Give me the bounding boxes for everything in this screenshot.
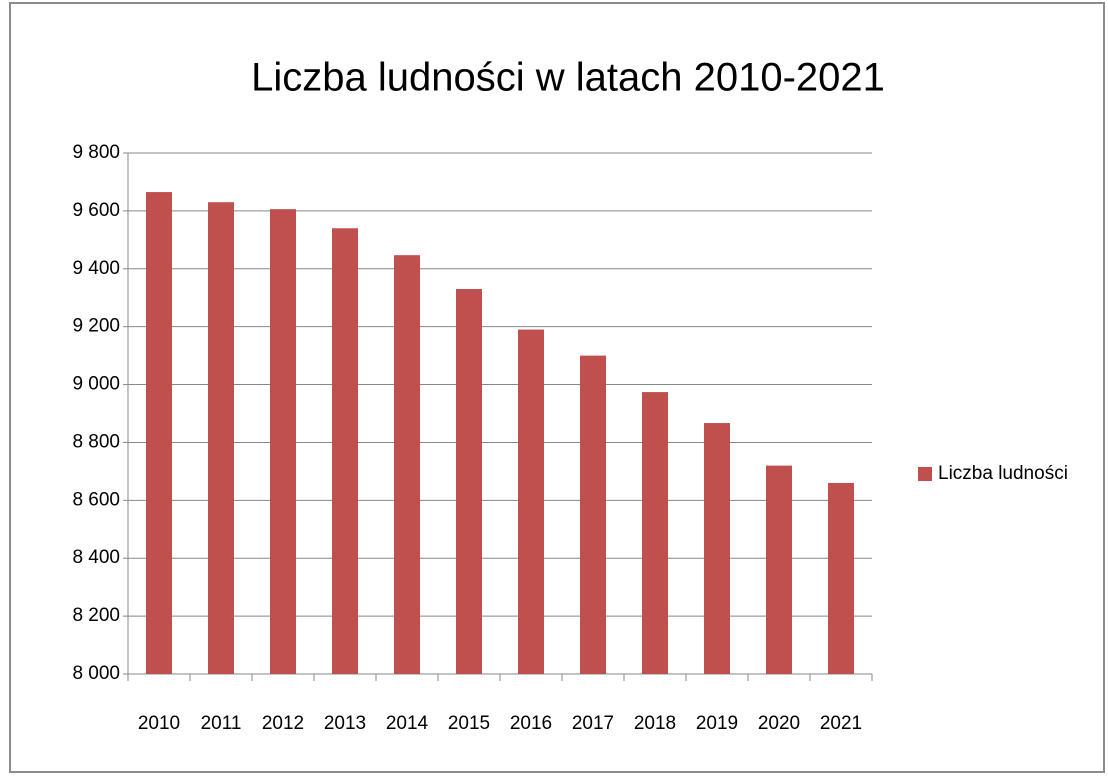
x-tick-label: 2020 bbox=[758, 713, 800, 734]
x-tick-label: 2012 bbox=[262, 713, 304, 734]
bar bbox=[517, 329, 545, 674]
bar bbox=[579, 355, 607, 674]
y-tick-label: 9 800 bbox=[72, 142, 120, 163]
bar bbox=[145, 192, 173, 674]
x-tick-label: 2015 bbox=[448, 713, 490, 734]
legend-label: Liczba ludności bbox=[938, 463, 1068, 484]
x-tick-label: 2021 bbox=[820, 713, 862, 734]
y-tick-label: 8 800 bbox=[72, 431, 120, 452]
x-tick-label: 2017 bbox=[572, 713, 614, 734]
x-tick-label: 2014 bbox=[386, 713, 429, 734]
x-tick-label: 2016 bbox=[510, 713, 552, 734]
bar bbox=[455, 289, 483, 674]
chart-title: Liczba ludności w latach 2010-2021 bbox=[251, 56, 885, 100]
bar bbox=[827, 482, 855, 674]
bar bbox=[393, 255, 421, 674]
y-tick-label: 8 000 bbox=[72, 663, 120, 684]
bar bbox=[703, 423, 731, 674]
x-tick-label: 2011 bbox=[201, 713, 242, 734]
x-tick-label: 2019 bbox=[696, 713, 738, 734]
y-tick-label: 8 200 bbox=[72, 605, 120, 626]
y-tick-label: 9 000 bbox=[72, 374, 120, 395]
y-tick-label: 8 400 bbox=[72, 547, 120, 568]
bar bbox=[331, 228, 359, 674]
bar bbox=[765, 465, 793, 674]
x-tick-label: 2013 bbox=[324, 713, 366, 734]
bar bbox=[207, 202, 235, 674]
x-tick-label: 2010 bbox=[138, 713, 180, 734]
bar bbox=[269, 209, 297, 674]
y-tick-label: 9 600 bbox=[72, 200, 120, 221]
x-tick-label: 2018 bbox=[634, 713, 676, 734]
y-tick-label: 9 400 bbox=[72, 258, 120, 279]
y-tick-label: 8 600 bbox=[72, 489, 120, 510]
bar bbox=[641, 392, 669, 674]
legend-swatch bbox=[918, 467, 932, 481]
chart-frame bbox=[9, 2, 1105, 773]
y-tick-label: 9 200 bbox=[72, 316, 120, 337]
